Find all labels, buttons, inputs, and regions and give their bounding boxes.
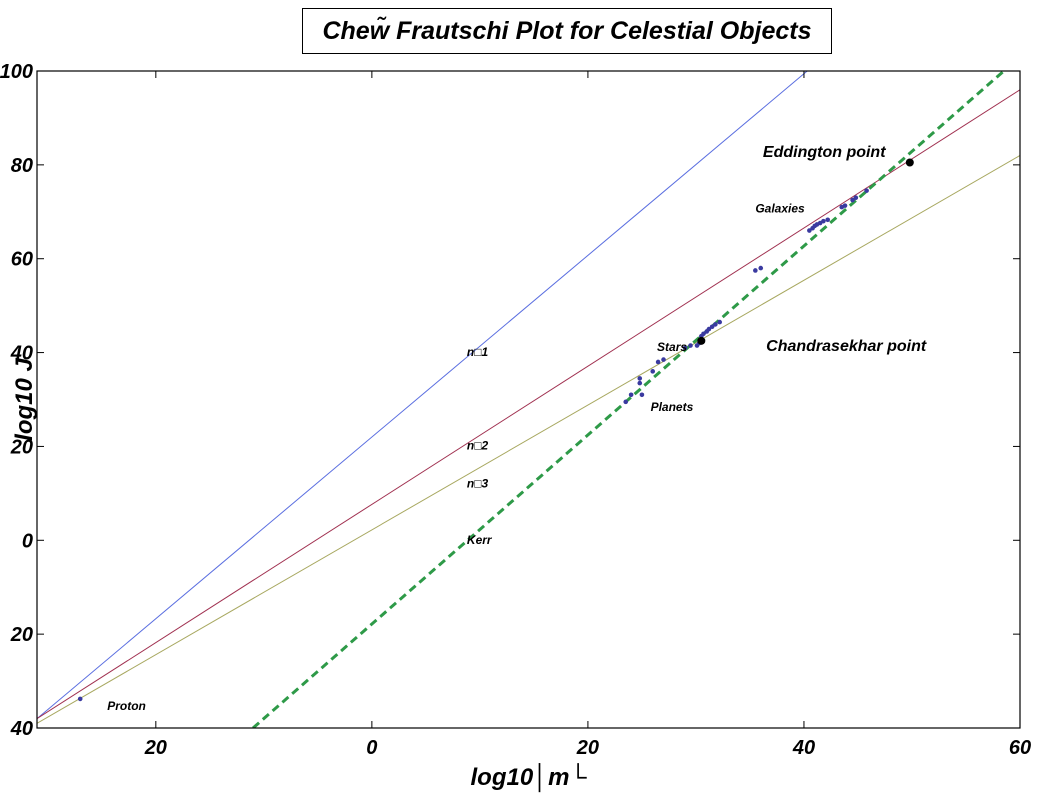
annotation-label: n□3 (467, 476, 489, 490)
data-point (628, 392, 634, 398)
chart-title: Chew̃ Frautschi Plot for Celestial Objec… (322, 16, 812, 45)
data-point (753, 268, 758, 273)
annotation-label: Kerr (467, 533, 493, 547)
data-point (807, 228, 812, 233)
y-tick-label: 40 (10, 343, 33, 365)
data-point (706, 326, 712, 332)
data-point (853, 195, 859, 201)
data-point (842, 203, 848, 208)
data-point (661, 357, 666, 362)
data-point (637, 376, 643, 381)
x-tick-label: 60 (1009, 737, 1031, 759)
point-label: Chandrasekhar point (766, 338, 927, 355)
series-line-4 (252, 71, 1007, 728)
y-tick-label: 20 (10, 436, 33, 458)
data-point (701, 331, 706, 337)
axis-ticks: 20 0 20 40 60 100 80 60 40 20 0 20 40 (0, 61, 1031, 759)
annotations: n□1 n□2 n□3 Kerr Stars Planets Galaxies Proton E… (107, 144, 927, 713)
y-tick-label: 80 (11, 155, 33, 177)
plot-frame (36, 70, 1021, 729)
y-tick-label: 60 (11, 249, 33, 271)
data-point (639, 392, 645, 398)
chart-title-box: Chew̃ Frautschi Plot for Celestial Objec… (302, 8, 832, 54)
data-point (637, 380, 643, 386)
data-point (758, 265, 764, 271)
data-points (77, 158, 914, 702)
annotation-label: Proton (107, 699, 146, 713)
data-point (713, 322, 718, 327)
data-point (77, 696, 83, 702)
special-point (697, 336, 706, 345)
x-tick-label: 0 (366, 737, 377, 759)
y-tick-label: 0 (22, 530, 33, 552)
annotation-label: Galaxies (755, 202, 805, 216)
annotation-label: Stars (657, 340, 687, 354)
series-line-3 (37, 155, 1020, 724)
x-tick-label: 40 (792, 737, 815, 759)
data-point (821, 218, 826, 224)
data-point (850, 197, 855, 203)
x-axis-label: log10│m└ (470, 763, 587, 793)
data-point (688, 343, 693, 348)
data-point (655, 359, 661, 365)
annotation-label: n□2 (467, 439, 489, 453)
y-axis-label: log10 J (11, 358, 38, 441)
data-point (864, 188, 869, 193)
data-point (650, 369, 656, 374)
y-tick-label: 20 (10, 624, 33, 646)
data-point (709, 324, 715, 330)
data-point (825, 217, 831, 223)
y-tick-label: 100 (0, 61, 33, 83)
data-point (682, 345, 688, 351)
series-line-1 (37, 71, 808, 719)
x-tick-label: 20 (576, 737, 599, 759)
annotation-label: Planets (651, 400, 694, 414)
data-point (717, 319, 722, 325)
data-point (623, 399, 629, 405)
y-tick-label: 40 (10, 718, 33, 740)
annotation-label: n□1 (467, 345, 489, 359)
special-point (905, 158, 914, 167)
x-tick-label: 20 (144, 737, 167, 759)
series-line-2 (37, 89, 1020, 720)
series-lines (37, 71, 1020, 728)
point-label: Eddington point (763, 144, 886, 161)
